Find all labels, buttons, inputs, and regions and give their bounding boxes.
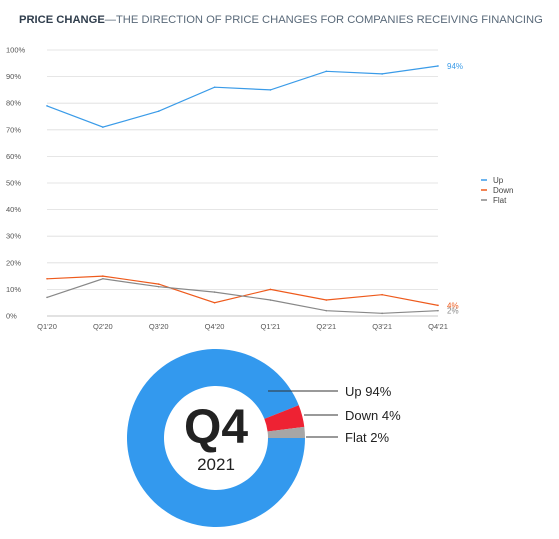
x-tick-label: Q3'21	[372, 322, 392, 331]
y-tick-label: 50%	[6, 179, 21, 188]
legend-label-flat: Flat	[493, 196, 507, 205]
series-line-up	[46, 65, 439, 128]
x-tick-label: Q2'21	[316, 322, 336, 331]
x-tick-label: Q2'20	[93, 322, 113, 331]
donut-label-flat: Flat 2%	[345, 430, 390, 445]
data-point-flat	[213, 291, 216, 293]
x-tick-label: Q4'21	[428, 322, 448, 331]
legend-label-down: Down	[493, 186, 513, 195]
data-point-up	[213, 86, 216, 89]
data-point-flat	[325, 309, 328, 312]
y-tick-label: 60%	[6, 152, 21, 161]
x-tick-label: Q3'20	[149, 322, 169, 331]
legend-label-up: Up	[493, 176, 504, 185]
data-point-down	[102, 275, 104, 277]
data-point-up	[325, 70, 328, 73]
y-tick-label: 80%	[6, 99, 21, 108]
data-point-down	[381, 293, 383, 296]
y-tick-label: 0%	[6, 312, 17, 321]
end-label-flat: 2%	[447, 307, 459, 316]
data-point-down	[213, 301, 216, 304]
data-point-up	[46, 105, 48, 107]
y-tick-label: 10%	[6, 285, 21, 294]
data-point-flat	[269, 299, 272, 301]
y-tick-label: 20%	[6, 258, 21, 267]
data-point-down	[46, 277, 48, 280]
line-chart: 0% 10% 20% 30% 40% 50% 60% 70% 80% 90% 100% Q1'20 Q2…	[6, 46, 513, 332]
donut-slice-up	[127, 348, 306, 527]
donut-slice-down	[264, 405, 305, 432]
donut-label-down: Down 4%	[345, 408, 401, 423]
header-title-rest: —THE DIRECTION OF PRICE CHANGES FOR COMP…	[104, 14, 543, 26]
header-title-bold: PRICE CHANGE	[19, 14, 105, 26]
donut-slice-flat	[267, 426, 305, 438]
data-point-down	[157, 283, 160, 285]
y-tick-label: 30%	[6, 232, 21, 241]
y-tick-label: 40%	[6, 205, 21, 214]
y-tick-label: 100%	[6, 46, 26, 55]
x-tick-label: Q4'20	[205, 322, 225, 331]
donut-center-sublabel: 2021	[197, 455, 235, 474]
chart-header: PRICE CHANGE—THE DIRECTION OF PRICE CHAN…	[19, 14, 543, 26]
data-point-up	[437, 65, 439, 67]
series-line-flat	[46, 278, 439, 314]
end-label-down: 4%	[447, 301, 459, 310]
x-tick-label: Q1'20	[37, 322, 57, 331]
data-point-flat	[102, 277, 104, 280]
y-tick-label: 70%	[6, 125, 21, 134]
data-point-flat	[437, 309, 439, 312]
data-point-flat	[381, 312, 383, 315]
donut-center-label: Q4	[184, 401, 248, 454]
data-point-down	[325, 299, 328, 301]
data-point-flat	[157, 285, 160, 288]
data-point-down	[437, 304, 439, 307]
data-point-down	[269, 288, 272, 291]
data-point-up	[381, 73, 383, 75]
y-tick-label: 90%	[6, 72, 21, 81]
end-label-up: 94%	[447, 62, 463, 71]
donut-label-up: Up 94%	[345, 384, 392, 399]
data-point-up	[102, 126, 104, 128]
series-line-down	[46, 275, 439, 306]
data-point-flat	[46, 296, 48, 299]
data-point-up	[269, 89, 272, 91]
data-point-up	[157, 110, 160, 112]
x-tick-label: Q1'21	[261, 322, 281, 331]
